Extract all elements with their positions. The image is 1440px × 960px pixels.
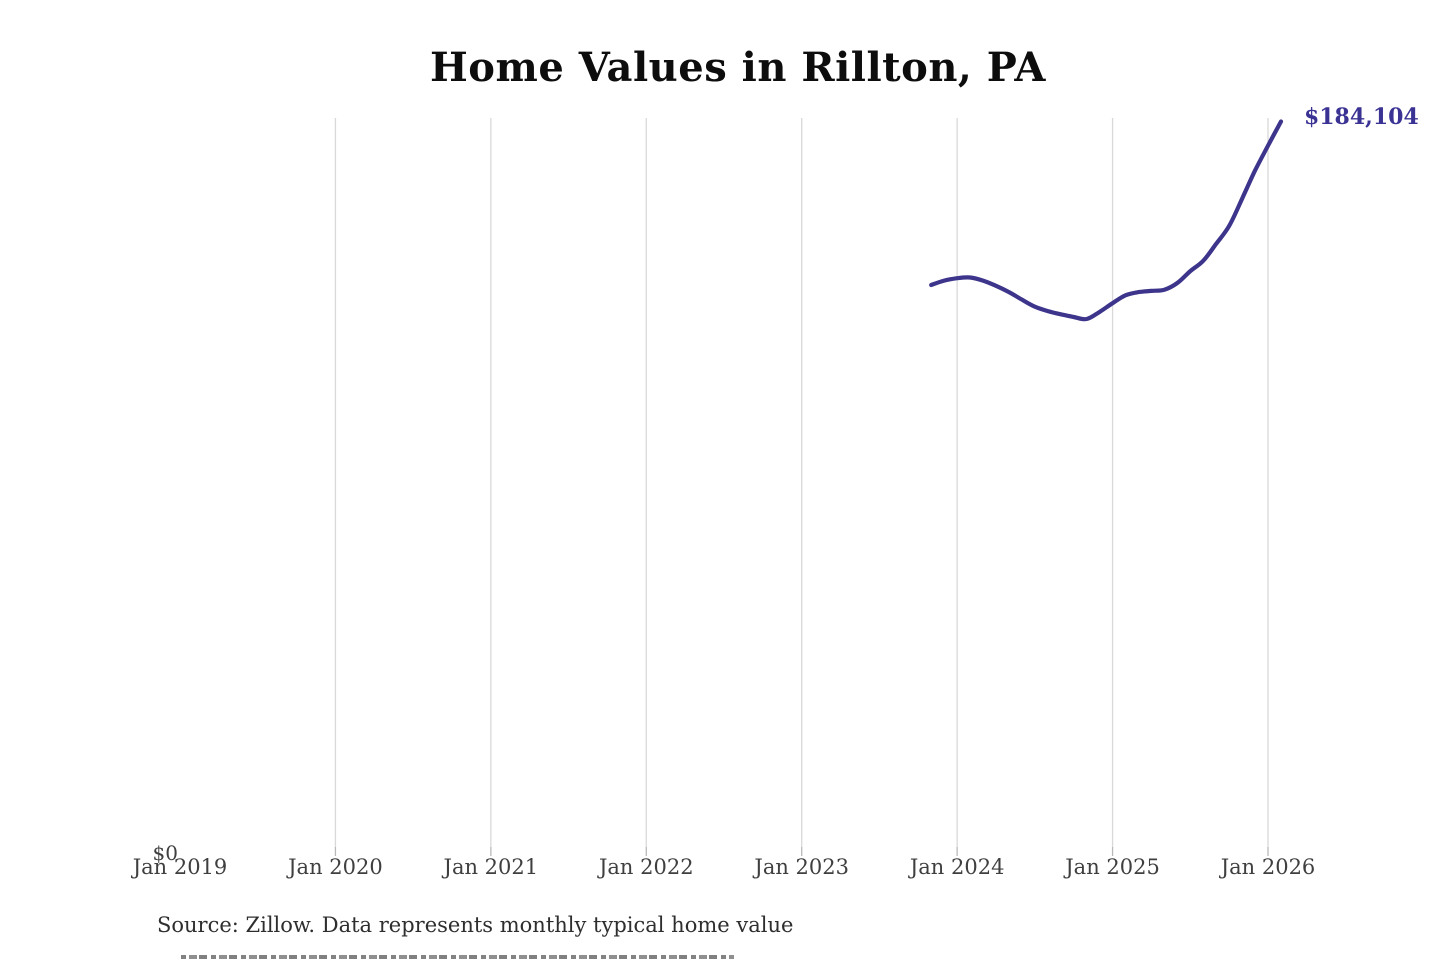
- x-axis-tick-label: Jan 2020: [288, 855, 383, 879]
- x-axis-tick-label: Jan 2024: [909, 855, 1005, 879]
- chart-title: Home Values in Rillton, PA: [430, 44, 1046, 91]
- x-axis-ticks: [334, 847, 1269, 856]
- x-axis-tick-label: Jan 2019: [132, 855, 228, 879]
- x-axis-tick-label: Jan 2026: [1220, 855, 1316, 879]
- y-axis-zero-label: $0: [152, 841, 178, 865]
- x-axis-tick-label: Jan 2023: [754, 855, 849, 879]
- x-axis-tick-label: Jan 2022: [598, 855, 694, 879]
- home-value-line: [929, 119, 1284, 322]
- x-axis-tick-label: Jan 2021: [443, 855, 539, 879]
- year-gridlines: [334, 118, 1269, 847]
- x-axis-tick-label: Jan 2025: [1065, 855, 1160, 879]
- latest-value-label: $184,104: [1303, 103, 1419, 130]
- clipped-caption-line: [181, 955, 734, 959]
- source-note: Source: Zillow. Data represents monthly …: [157, 913, 794, 937]
